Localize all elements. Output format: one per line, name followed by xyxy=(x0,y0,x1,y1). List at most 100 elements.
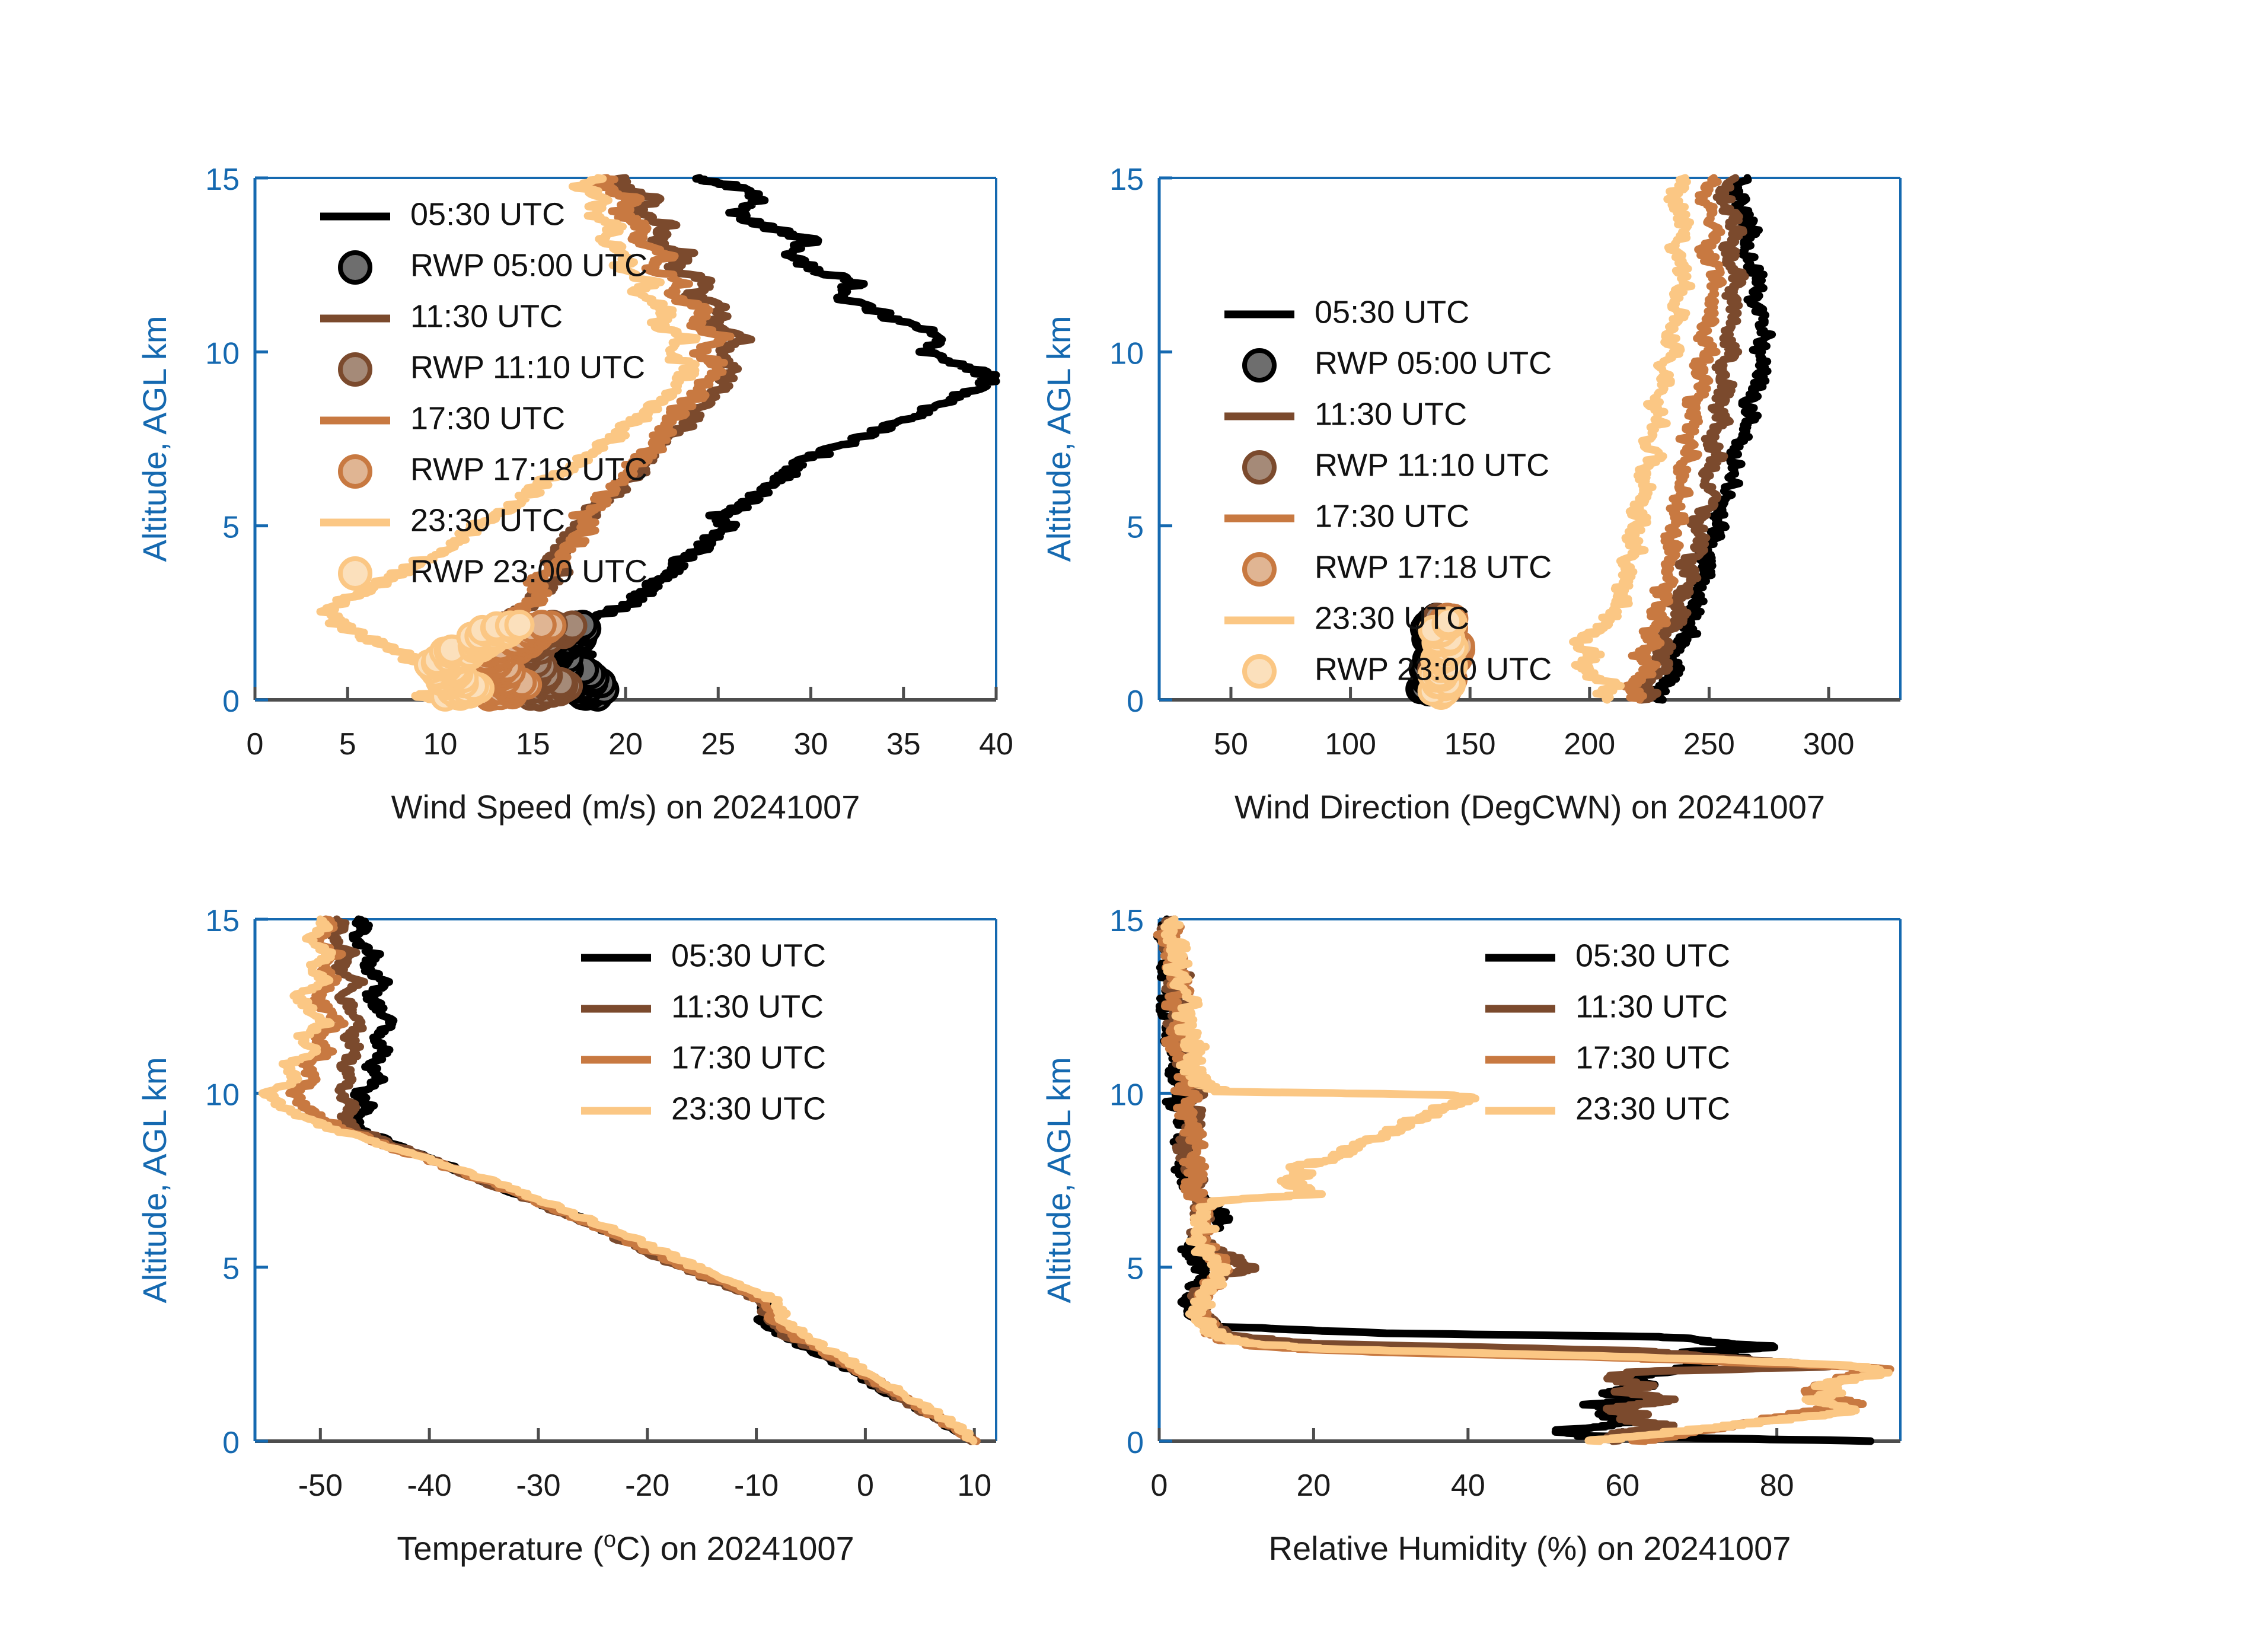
x-tick-label: 25 xyxy=(701,727,735,761)
x-tick-label: 15 xyxy=(516,727,550,761)
x-tick-label: 0 xyxy=(857,1468,874,1503)
legend-label: 17:30 UTC xyxy=(671,1040,826,1075)
legend-marker-swatch xyxy=(1242,552,1277,587)
legend-item[interactable]: 17:30 UTC xyxy=(1485,1040,1730,1075)
legend-wind-speed: 05:30 UTC RWP 05:00 UTC 11:30 UTC RWP 11:10… xyxy=(320,196,647,591)
legend-item[interactable]: 17:30 UTC xyxy=(1224,498,1469,534)
profile-line-t1130 xyxy=(326,915,977,1445)
y-tick-label: 0 xyxy=(1127,684,1144,719)
panel-temperature: -50 -40 -30 -20 -10 0 10 0 5 10 15 Temperature (oC)… xyxy=(77,890,1055,1625)
y-tick-label: 0 xyxy=(222,684,240,719)
legend-label: RWP 23:00 UTC xyxy=(1315,651,1552,687)
panel-relative-humidity: 0 20 40 60 80 0 5 10 15 Relative Humidity (%) on … xyxy=(981,890,1960,1625)
y-tick-label: 10 xyxy=(205,1078,240,1112)
legend-label: 05:30 UTC xyxy=(410,196,565,232)
panel-wind-direction: 50 100 150 200 250 300 0 5 10 15 Wind Direction (D… xyxy=(981,148,1960,884)
x-axis-label: Relative Humidity (%) on 20241007 xyxy=(1269,1530,1791,1567)
legend-label: 17:30 UTC xyxy=(410,400,565,436)
x-tick-label: 40 xyxy=(979,727,1013,761)
legend-marker-swatch xyxy=(338,556,372,591)
legend-item[interactable]: 11:30 UTC xyxy=(1224,396,1467,432)
legend-marker-swatch xyxy=(338,454,372,489)
legend-item[interactable]: 11:30 UTC xyxy=(581,989,824,1024)
legend-label: 11:30 UTC xyxy=(671,989,824,1024)
profile-line-t2330 xyxy=(1569,174,1696,704)
legend-item[interactable]: 05:30 UTC xyxy=(320,196,565,232)
legend-marker-swatch xyxy=(1242,450,1277,485)
legend-relative-humidity: 05:30 UTC 11:30 UTC 17:30 UTC 23:30 UTC xyxy=(1485,938,1730,1126)
legend-item[interactable]: RWP 17:18 UTC xyxy=(1242,549,1552,587)
y-tick-label: 5 xyxy=(1127,1252,1144,1286)
legend-label: 05:30 UTC xyxy=(1315,294,1469,330)
y-tick-label: 10 xyxy=(1109,336,1144,371)
legend-item[interactable]: 23:30 UTC xyxy=(1485,1091,1730,1126)
x-tick-label: -50 xyxy=(298,1468,343,1503)
legend-marker-swatch xyxy=(1242,348,1277,383)
y-tick-label: 0 xyxy=(222,1426,240,1460)
legend-wind-direction: 05:30 UTC RWP 05:00 UTC 11:30 UTC RWP 11:10… xyxy=(1224,294,1552,689)
plot-wind-direction: 50 100 150 200 250 300 0 5 10 15 Wind Direction (D… xyxy=(1040,162,1902,826)
x-tick-label: 80 xyxy=(1760,1468,1794,1503)
y-axis-label: Altitude, AGL km xyxy=(1040,316,1077,562)
y-tick-label: 15 xyxy=(1109,162,1144,197)
profile-line-t1730 xyxy=(1621,174,1727,704)
x-tick-label: 35 xyxy=(886,727,921,761)
x-tick-label: 150 xyxy=(1444,727,1496,761)
scatter-marker xyxy=(1433,606,1464,637)
legend-label: RWP 23:00 UTC xyxy=(410,553,647,589)
legend-item[interactable]: RWP 23:00 UTC xyxy=(1242,651,1552,689)
legend-item[interactable]: 17:30 UTC xyxy=(581,1040,826,1075)
legend-label: RWP 05:00 UTC xyxy=(410,247,647,283)
x-tick-label: 200 xyxy=(1564,727,1615,761)
x-tick-label: -30 xyxy=(516,1468,560,1503)
x-axis-label: Temperature (oC) on 20241007 xyxy=(397,1527,854,1567)
x-tick-label: 50 xyxy=(1214,727,1248,761)
legend-item[interactable]: 11:30 UTC xyxy=(1485,989,1728,1024)
y-axis-label: Altitude, AGL km xyxy=(1040,1057,1077,1304)
x-tick-label: 250 xyxy=(1683,727,1735,761)
legend-item[interactable]: 11:30 UTC xyxy=(320,298,563,334)
scatter-group-rwp2330 xyxy=(413,610,535,712)
x-tick-label: 20 xyxy=(1296,1468,1331,1503)
legend-label: 17:30 UTC xyxy=(1315,498,1469,534)
legend-item[interactable]: 05:30 UTC xyxy=(581,938,826,973)
x-tick-label: -10 xyxy=(734,1468,779,1503)
legend-temperature: 05:30 UTC 11:30 UTC 17:30 UTC 23:30 UTC xyxy=(581,938,826,1126)
legend-label: RWP 05:00 UTC xyxy=(1315,345,1552,381)
figure-canvas: 0 5 10 15 20 25 30 35 40 0 5 10 15 Wind Speed (m/s) o… xyxy=(77,148,1960,1567)
legend-label: 17:30 UTC xyxy=(1575,1040,1730,1075)
legend-item[interactable]: 23:30 UTC xyxy=(320,502,565,538)
legend-item[interactable]: RWP 23:00 UTC xyxy=(338,553,647,591)
legend-item[interactable]: RWP 05:00 UTC xyxy=(338,247,647,285)
x-tick-label: 20 xyxy=(608,727,643,761)
x-tick-label: -40 xyxy=(407,1468,452,1503)
legend-item[interactable]: 23:30 UTC xyxy=(581,1091,826,1126)
x-tick-label: -20 xyxy=(625,1468,669,1503)
legend-label: 11:30 UTC xyxy=(1575,989,1728,1024)
legend-item[interactable]: RWP 11:10 UTC xyxy=(1242,447,1549,485)
x-tick-label: 40 xyxy=(1451,1468,1485,1503)
legend-marker-swatch xyxy=(1242,654,1277,689)
legend-label: RWP 17:18 UTC xyxy=(1315,549,1552,585)
profile-line-t2330 xyxy=(1160,915,1893,1445)
x-tick-label: 10 xyxy=(957,1468,991,1503)
scatter-marker xyxy=(504,610,535,641)
legend-item[interactable]: 05:30 UTC xyxy=(1224,294,1469,330)
legend-item[interactable]: RWP 17:18 UTC xyxy=(338,451,647,489)
y-tick-label: 5 xyxy=(1127,511,1144,545)
x-tick-label: 30 xyxy=(794,727,828,761)
legend-item[interactable]: RWP 11:10 UTC xyxy=(338,349,645,387)
legend-marker-swatch xyxy=(338,250,372,285)
legend-item[interactable]: 05:30 UTC xyxy=(1485,938,1730,973)
legend-label: RWP 11:10 UTC xyxy=(410,349,645,385)
legend-item[interactable]: 17:30 UTC xyxy=(320,400,565,436)
y-tick-label: 10 xyxy=(1109,1078,1144,1112)
panel-wind-speed: 0 5 10 15 20 25 30 35 40 0 5 10 15 Wind Speed (m/s) o… xyxy=(77,148,1055,884)
legend-item[interactable]: 23:30 UTC xyxy=(1224,600,1469,636)
x-tick-label: 0 xyxy=(247,727,264,761)
legend-item[interactable]: RWP 05:00 UTC xyxy=(1242,345,1552,383)
y-tick-label: 15 xyxy=(205,162,240,197)
legend-label: 11:30 UTC xyxy=(1315,396,1467,432)
plot-relative-humidity: 0 20 40 60 80 0 5 10 15 Relative Humidity (%) on … xyxy=(1040,904,1902,1567)
profile-line-t2330 xyxy=(258,915,978,1445)
